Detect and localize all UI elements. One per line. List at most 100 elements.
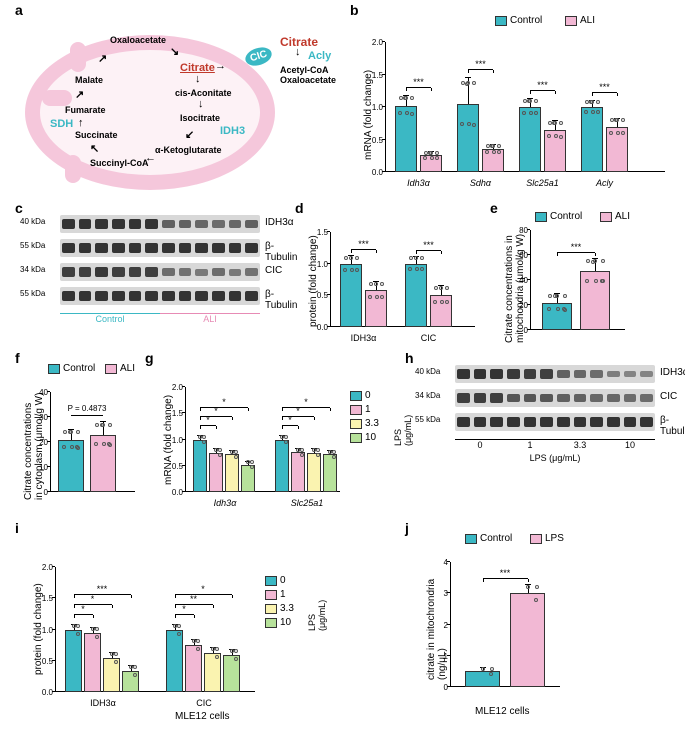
data-point <box>75 445 79 449</box>
data-point <box>594 279 598 283</box>
dose-label: 0 <box>455 439 505 450</box>
panel-label-g: g <box>145 350 154 366</box>
data-point <box>621 118 625 122</box>
data-point <box>526 585 530 589</box>
significance-label: P = 0.4873 <box>58 404 116 413</box>
data-point <box>68 430 72 434</box>
legend-dose: 1 <box>265 589 286 600</box>
blot-band <box>640 371 653 378</box>
data-point <box>409 256 413 260</box>
bar <box>457 104 479 172</box>
blot-band <box>79 243 92 253</box>
data-point <box>95 627 99 631</box>
bar <box>510 593 545 687</box>
legend-dose: 1 <box>350 404 371 415</box>
arrow-icon: ↘ <box>170 45 179 58</box>
enzyme-idh3: IDH3 <box>220 125 245 137</box>
y-tick-label: 0.0 <box>39 688 53 697</box>
panel-label-h: h <box>405 350 414 366</box>
western-blot-c: 40 kDaIDH3α55 kDaβ-Tubulin34 kDaCIC55 kD… <box>20 215 290 311</box>
legend-control: Control <box>495 15 542 26</box>
data-point <box>95 423 99 427</box>
significance-bracket <box>406 87 431 88</box>
blot-band <box>62 219 75 229</box>
legend-label: 1 <box>280 589 286 600</box>
y-tick-label: 3 <box>434 589 448 598</box>
arrow-icon: ← <box>145 152 156 164</box>
blot-band <box>474 369 487 379</box>
data-point <box>563 294 567 298</box>
size-label: 34 kDa <box>415 391 440 400</box>
blot-band <box>212 220 225 228</box>
data-point <box>177 632 181 636</box>
blot-band <box>229 291 242 301</box>
significance-label: * <box>291 397 321 407</box>
dose-label: 1 <box>505 439 555 450</box>
blot-band <box>95 243 108 253</box>
panel-label-e: e <box>490 200 498 216</box>
arrow-icon: ↓ <box>195 73 201 85</box>
data-point <box>591 260 595 264</box>
data-point <box>202 435 206 439</box>
blot-band <box>607 371 620 378</box>
y-tick-label: 20 <box>34 438 48 447</box>
blot-band <box>574 370 587 378</box>
data-point <box>616 131 620 135</box>
panel-label-c: c <box>15 200 23 216</box>
size-label: 55 kDa <box>20 241 45 250</box>
blot-band <box>229 243 242 253</box>
significance-bracket <box>74 594 131 595</box>
bar <box>166 630 183 693</box>
blot-band <box>179 243 192 253</box>
legend-swatch <box>350 391 362 401</box>
data-point <box>114 652 118 656</box>
data-point <box>369 282 373 286</box>
blot-band <box>490 393 503 403</box>
y-tick-label: 0.5 <box>39 657 53 666</box>
y-tick-label: 40 <box>514 276 528 285</box>
data-point <box>95 635 99 639</box>
blot-band <box>507 417 520 427</box>
legend-label: Control <box>63 363 95 374</box>
panel-label-f: f <box>15 350 20 366</box>
legend-swatch <box>350 419 362 429</box>
protein-label: IDH3α <box>660 367 685 378</box>
blot-band <box>624 394 637 402</box>
y-tick-label: 1.0 <box>314 260 328 269</box>
data-point <box>465 82 469 86</box>
cycle-akg: α-Ketoglutarate <box>155 145 222 155</box>
legend-swatch <box>265 618 277 628</box>
legend-swatch <box>535 212 547 222</box>
blot-band <box>490 369 503 379</box>
blot-band <box>79 219 92 229</box>
significance-bracket <box>416 250 441 251</box>
y-axis <box>50 392 51 492</box>
y-tick-label: 2.0 <box>169 383 183 392</box>
y-tick-label: 1.0 <box>39 626 53 635</box>
bar <box>405 264 427 327</box>
x-tick-label: Idh3α <box>193 498 257 508</box>
data-point <box>410 112 414 116</box>
blot-band <box>212 268 225 276</box>
significance-label: * <box>169 604 199 614</box>
data-point <box>591 110 595 114</box>
legend-label: Control <box>510 15 542 26</box>
y-axis <box>185 387 186 492</box>
significance-label: *** <box>414 240 444 250</box>
blot-band <box>195 291 208 301</box>
blot-band <box>607 394 620 402</box>
blot-band <box>129 243 142 253</box>
data-point <box>316 453 320 457</box>
data-point <box>435 156 439 160</box>
data-point <box>284 435 288 439</box>
data-point <box>218 448 222 452</box>
data-point <box>609 131 613 135</box>
panel-label-d: d <box>295 200 304 216</box>
data-point <box>250 465 254 469</box>
significance-bracket <box>483 578 528 579</box>
data-point <box>250 460 254 464</box>
blot-band <box>145 291 158 301</box>
blot-band <box>162 243 175 253</box>
significance-label: *** <box>87 584 117 594</box>
y-tick-label: 0.0 <box>314 323 328 332</box>
